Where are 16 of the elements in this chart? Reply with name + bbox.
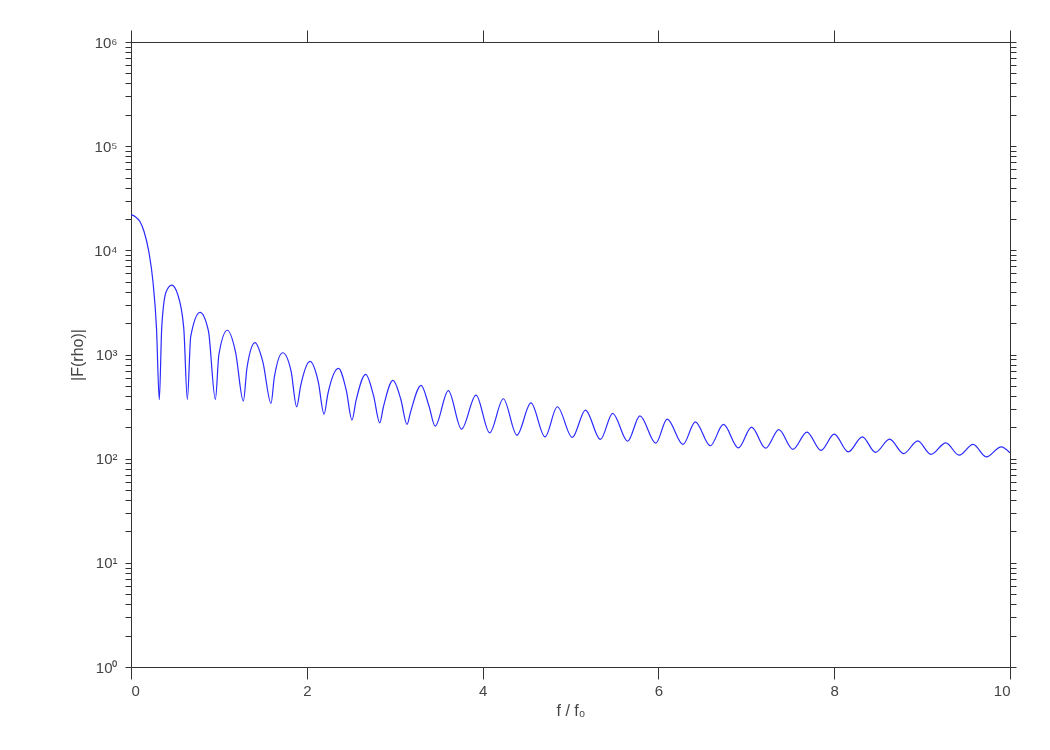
line-series bbox=[131, 214, 1010, 458]
y-tick-label: 10³ bbox=[95, 346, 118, 363]
y-axis-title: |F(rho)| bbox=[69, 329, 87, 381]
y-tick-label: 10⁴ bbox=[94, 241, 118, 259]
x-tick-label: 6 bbox=[654, 681, 664, 699]
y-tick-label: 10² bbox=[95, 450, 118, 468]
x-tick-label: 10 bbox=[993, 681, 1011, 699]
y-tick-label: 10⁶ bbox=[94, 33, 118, 51]
x-tick-label: 8 bbox=[830, 681, 839, 699]
x-tick-label: 4 bbox=[478, 681, 488, 699]
y-tick-label: 10⁰ bbox=[95, 658, 118, 676]
x-tick-label: 0 bbox=[131, 681, 140, 699]
x-axis-title: f / f₀ bbox=[556, 701, 586, 719]
x-tick-label: 2 bbox=[303, 681, 312, 699]
y-tick-label: 10⁵ bbox=[94, 137, 118, 155]
y-tick-label: 10¹ bbox=[95, 554, 118, 572]
